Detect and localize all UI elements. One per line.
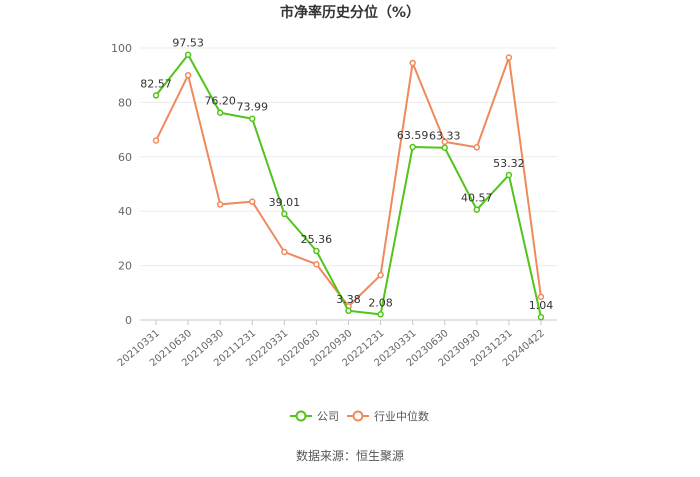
series-group: 82.57 97.53 76.20 73.99 39.01 25.36 3.38 2.08 63… <box>140 37 554 321</box>
y-tick-label: 100 <box>111 42 132 55</box>
data-label: 63.59 <box>397 129 429 142</box>
data-point <box>473 206 481 213</box>
data-label: 1.04 <box>529 299 554 312</box>
data-point <box>313 247 320 255</box>
data-point <box>345 307 352 315</box>
data-point <box>249 198 256 205</box>
y-axis: 0 20 40 60 80 100 <box>111 42 132 327</box>
data-point <box>377 311 384 318</box>
y-tick-label: 60 <box>118 151 132 164</box>
data-point <box>152 92 160 99</box>
data-point <box>537 313 545 321</box>
data-point <box>184 51 192 58</box>
data-point <box>216 109 224 116</box>
data-label: 25.36 <box>301 233 333 246</box>
data-label: 40.57 <box>461 192 493 205</box>
data-point <box>184 71 192 79</box>
data-point <box>216 201 224 208</box>
data-label: 39.01 <box>269 196 301 209</box>
y-tick-label: 20 <box>118 260 132 273</box>
data-point <box>537 293 545 301</box>
data-point <box>473 144 481 151</box>
data-point <box>377 271 384 279</box>
data-label: 76.20 <box>204 95 236 108</box>
data-label: 97.53 <box>172 37 204 50</box>
legend-label: 公司 <box>317 410 339 423</box>
data-label: 3.38 <box>336 293 361 306</box>
y-tick-label: 80 <box>118 96 132 109</box>
data-label: 53.32 <box>493 157 525 170</box>
data-point <box>249 115 256 122</box>
data-point <box>313 260 320 268</box>
legend-item-0[interactable]: 公司 <box>290 410 339 423</box>
data-point <box>281 210 288 218</box>
data-point <box>409 143 416 151</box>
data-label: 82.57 <box>140 77 172 90</box>
grid-lines <box>140 47 557 321</box>
data-point <box>281 248 288 256</box>
chart-title: 市净率历史分位（%） <box>280 4 420 21</box>
legend-marker <box>295 410 307 422</box>
data-label: 2.08 <box>368 296 393 309</box>
data-point <box>409 59 416 67</box>
legend-marker <box>352 410 364 422</box>
data-label: 73.99 <box>237 101 269 114</box>
data-point <box>441 138 448 146</box>
data-point <box>505 54 513 61</box>
y-tick-label: 40 <box>118 205 132 218</box>
legend[interactable]: 公司 行业中位数 <box>290 409 429 423</box>
data-point <box>152 137 160 144</box>
y-tick-label: 0 <box>125 314 132 327</box>
data-label: 63.33 <box>429 130 461 143</box>
data-point <box>441 144 448 151</box>
x-axis: 2021033120210630202109302021123120220331… <box>116 320 547 369</box>
legend-label: 行业中位数 <box>374 409 429 423</box>
data-source: 数据来源：恒生聚源 <box>296 448 404 463</box>
legend-item-1[interactable]: 行业中位数 <box>347 409 429 423</box>
data-point <box>505 171 513 179</box>
